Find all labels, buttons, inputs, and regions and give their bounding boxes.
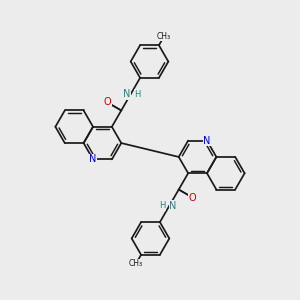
Text: O: O xyxy=(103,98,111,107)
Text: CH₃: CH₃ xyxy=(157,32,171,41)
Text: N: N xyxy=(169,201,177,211)
Text: N: N xyxy=(203,136,211,146)
Text: H: H xyxy=(134,90,141,99)
Text: CH₃: CH₃ xyxy=(129,259,143,268)
Text: O: O xyxy=(189,193,196,202)
Text: N: N xyxy=(123,89,131,99)
Text: N: N xyxy=(89,154,97,164)
Text: H: H xyxy=(159,201,166,210)
